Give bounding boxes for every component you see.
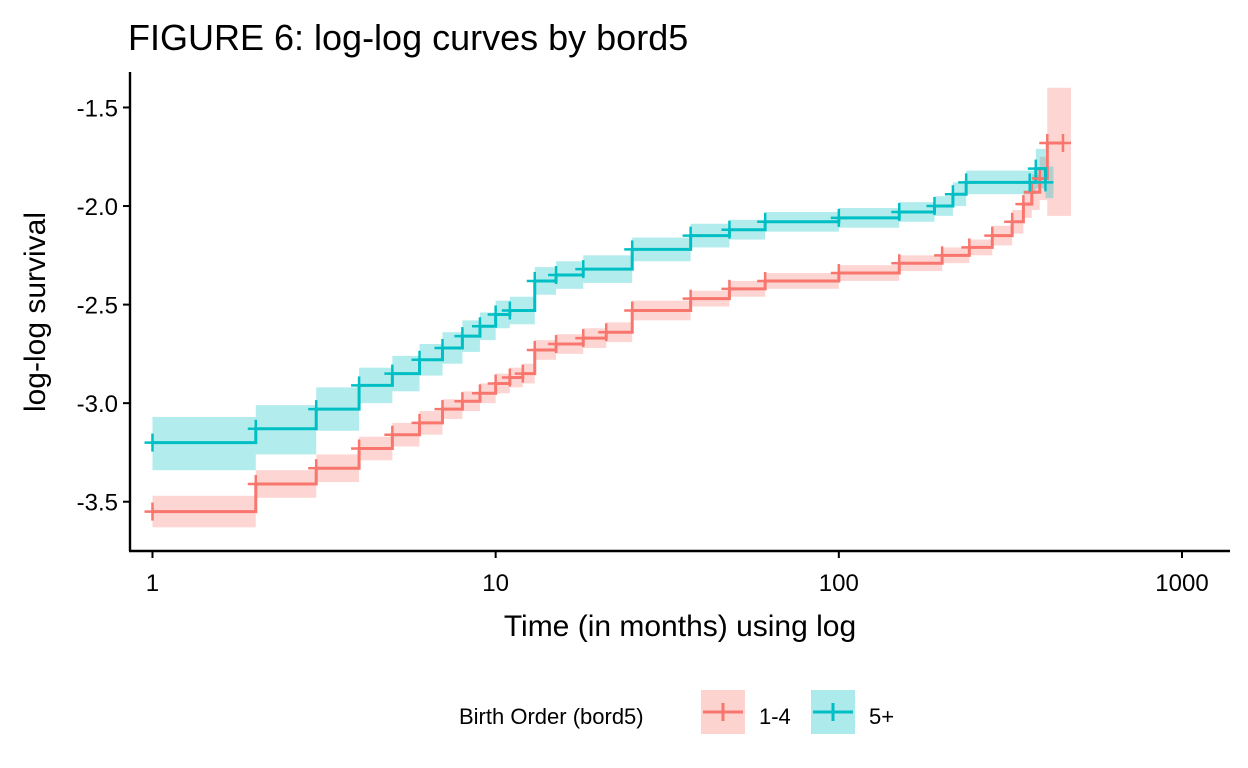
legend-key-5plus: 5+ bbox=[811, 690, 894, 734]
x-tick-label: 1 bbox=[146, 570, 159, 597]
y-axis-ticks: -3.5 -3.0 -2.5 -2.0 -1.5 bbox=[77, 95, 130, 517]
y-tick-label: -3.5 bbox=[77, 490, 118, 517]
chart-title: FIGURE 6: log-log curves by bord5 bbox=[128, 17, 688, 58]
series-0-band-step bbox=[1062, 87, 1071, 216]
x-axis-ticks: 1 10 100 1000 bbox=[146, 551, 1209, 597]
y-tick-label: -3.0 bbox=[77, 391, 118, 418]
legend-label-1-4: 1-4 bbox=[759, 704, 791, 729]
x-tick-label: 1000 bbox=[1155, 570, 1208, 597]
legend-label-5plus: 5+ bbox=[869, 704, 894, 729]
legend-key-1-4: 1-4 bbox=[701, 690, 791, 734]
y-axis-title: log-log survival bbox=[19, 212, 52, 412]
x-axis-title: Time (in months) using log bbox=[504, 610, 856, 643]
legend-title: Birth Order (bord5) bbox=[459, 704, 644, 729]
legend: Birth Order (bord5) 1-4 5+ bbox=[459, 690, 894, 734]
y-tick-label: -1.5 bbox=[77, 95, 118, 122]
x-tick-label: 100 bbox=[819, 570, 859, 597]
y-tick-label: -2.0 bbox=[77, 194, 118, 221]
confidence-bands bbox=[152, 87, 1071, 528]
series-0-band-step bbox=[1047, 87, 1063, 216]
x-tick-label: 10 bbox=[482, 570, 509, 597]
censor-marks bbox=[144, 133, 1071, 521]
y-tick-label: -2.5 bbox=[77, 293, 118, 320]
